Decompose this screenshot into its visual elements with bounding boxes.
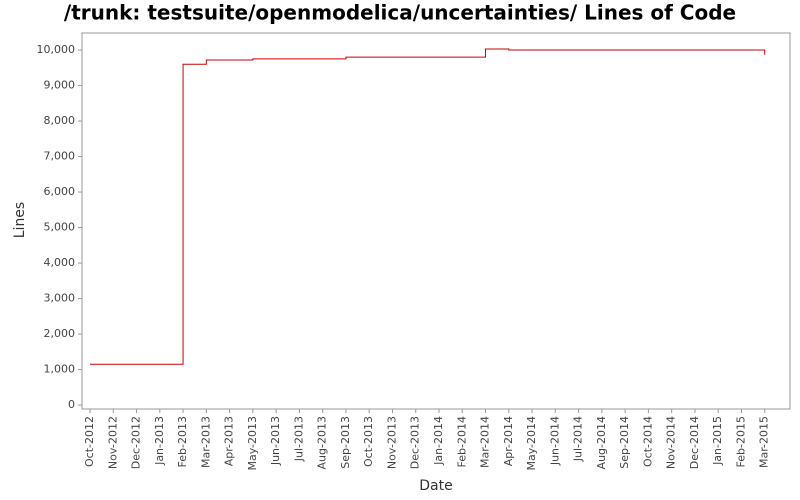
y-tick-label: 3,000 xyxy=(44,292,76,305)
chart-title: /trunk: testsuite/openmodelica/uncertain… xyxy=(64,1,736,25)
y-tick-label: 1,000 xyxy=(44,363,76,376)
x-tick-label: Aug-2013 xyxy=(316,416,329,469)
x-tick-label: Jan-2013 xyxy=(153,416,166,466)
x-tick-label: Apr-2014 xyxy=(502,416,515,466)
x-tick-label: Sep-2013 xyxy=(339,416,352,469)
x-tick-label: Sep-2014 xyxy=(618,416,631,469)
x-axis-label: Date xyxy=(419,478,452,494)
x-tick-label: Oct-2013 xyxy=(362,416,375,467)
x-tick-label: Nov-2013 xyxy=(385,416,398,469)
x-tick-label: Mar-2015 xyxy=(758,416,771,468)
x-tick-label: Feb-2013 xyxy=(176,416,189,467)
x-tick-label: May-2013 xyxy=(246,416,259,471)
y-tick-label: 0 xyxy=(68,398,75,411)
x-tick-label: Jan-2014 xyxy=(432,416,445,466)
x-tick-label: Mar-2014 xyxy=(479,416,492,468)
x-tick-label: Jul-2013 xyxy=(292,416,305,462)
y-tick-label: 6,000 xyxy=(44,185,76,198)
y-tick-label: 8,000 xyxy=(44,114,76,127)
x-tick-label: Jul-2014 xyxy=(572,416,585,462)
line xyxy=(90,48,766,365)
x-tick-label: Nov-2012 xyxy=(106,416,119,469)
x-tick-label: Aug-2014 xyxy=(595,416,608,469)
y-tick-label: 7,000 xyxy=(44,150,76,163)
x-tick-label: Oct-2014 xyxy=(641,416,654,467)
x-tick-label: Mar-2013 xyxy=(199,416,212,468)
x-tick-label: Jun-2013 xyxy=(269,416,282,466)
x-tick-label: Feb-2015 xyxy=(734,416,747,467)
x-tick-label: Apr-2013 xyxy=(223,416,236,466)
y-tick-label: 9,000 xyxy=(44,79,76,92)
y-tick-label: 2,000 xyxy=(44,327,76,340)
x-tick-label: Jun-2014 xyxy=(548,416,561,466)
y-tick-label: 5,000 xyxy=(44,221,76,234)
y-axis-label: Lines xyxy=(12,202,28,238)
x-tick-label: Oct-2012 xyxy=(83,416,96,467)
y-tick-label: 4,000 xyxy=(44,256,76,269)
x-tick-label: Feb-2014 xyxy=(455,416,468,467)
x-tick-label: Dec-2013 xyxy=(409,416,422,469)
x-tick-label: Jan-2015 xyxy=(711,416,724,466)
x-tick-label: Nov-2014 xyxy=(665,416,678,469)
x-tick-label: Dec-2012 xyxy=(130,416,143,469)
x-tick-label: Dec-2014 xyxy=(688,416,701,469)
y-tick-label: 10,000 xyxy=(37,43,76,56)
plot-area xyxy=(81,32,791,410)
x-tick-label: May-2014 xyxy=(525,416,538,471)
